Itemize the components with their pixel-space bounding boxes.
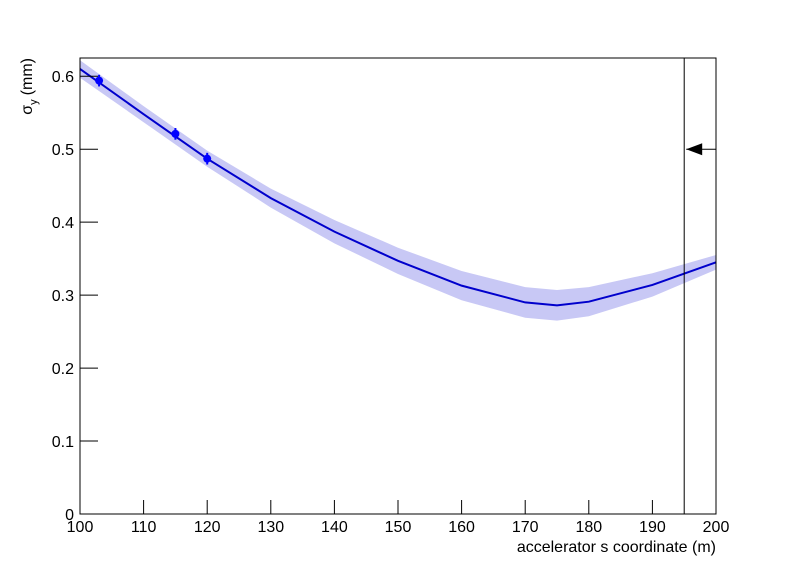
x-tick-label: 180 [575, 519, 602, 536]
fit-line [79, 68, 717, 307]
y-tick-label: 0.6 [52, 69, 74, 86]
y-label-unit: (mm) [19, 58, 36, 95]
y-tick-label: 0.5 [52, 142, 74, 159]
x-tick-label: 110 [131, 519, 157, 536]
x-tick-label: 100 [67, 519, 94, 536]
data-point [171, 129, 180, 138]
y-tick-label: 0 [65, 507, 74, 524]
y-label-symbol: σ [19, 105, 36, 115]
y-tick-label: 0.1 [52, 434, 74, 451]
y-label-subscript: y [28, 99, 40, 105]
x-tick-label: 130 [257, 519, 284, 536]
x-tick-label: 190 [639, 519, 666, 536]
x-axis-label: accelerator s coordinate (m) [517, 539, 716, 556]
y-axis-label: σy (mm) [19, 58, 40, 115]
arrow-head [686, 143, 703, 156]
data-point [203, 154, 212, 163]
y-tick-label: 0.3 [52, 288, 74, 305]
y-tick-label: 0.4 [52, 215, 74, 232]
x-tick-label: 120 [194, 519, 221, 536]
x-tick-label: 200 [703, 519, 730, 536]
x-tick-label: 170 [512, 519, 539, 536]
x-tick-label: 150 [385, 519, 412, 536]
data-point [95, 76, 104, 85]
x-tick-label: 140 [321, 519, 348, 536]
x-tick-label: 160 [448, 519, 475, 536]
error-band [80, 60, 716, 321]
y-tick-label: 0.2 [52, 361, 74, 378]
